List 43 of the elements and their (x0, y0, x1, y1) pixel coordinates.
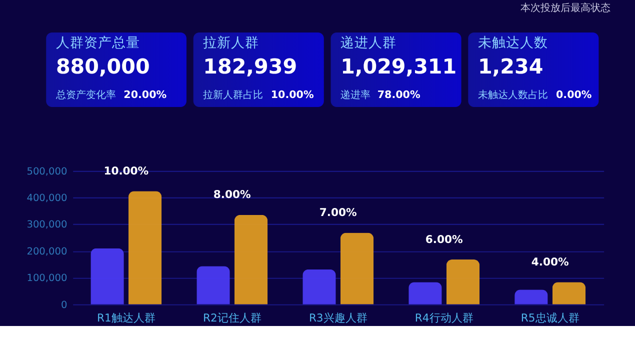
bar (90, 248, 124, 304)
annotation: 6.00% (425, 232, 463, 246)
annotation: 10.00% (104, 164, 149, 178)
y-tick-label: 300,000 (26, 220, 68, 231)
x-tick-label: R4行动人群 (414, 312, 474, 325)
bar (514, 290, 548, 304)
y-tick-label: 500,000 (26, 166, 68, 178)
y-tick-label: 200,000 (26, 246, 68, 258)
bar (128, 191, 162, 304)
annotation: 4.00% (531, 255, 569, 268)
x-tick-label: R5忠诚人群 (520, 312, 580, 325)
text: 递进率 (340, 89, 371, 102)
annotation: 7.00% (319, 206, 358, 220)
text: 未触达人数 (478, 35, 548, 52)
bar (196, 266, 230, 304)
annotation: 8.00% (213, 188, 252, 202)
text: 拉新人群 (203, 35, 260, 52)
text: 人群资产总量 (56, 35, 140, 52)
text: 拉新人群占比 (203, 89, 264, 102)
text: 1,029,311 (340, 54, 457, 79)
bar (408, 282, 442, 304)
x-tick-label: R3兴趣人群 (308, 312, 368, 325)
text: 未触达人数占比 (478, 89, 548, 102)
text: 182,939 (203, 54, 298, 79)
y-tick-label: 0 (60, 300, 68, 311)
text: 78.00% (377, 89, 420, 102)
bar (302, 269, 336, 304)
text: 20.00% (124, 89, 167, 102)
text: 递进人群 (340, 35, 397, 52)
text: 0.00% (556, 89, 592, 102)
bar (446, 259, 480, 304)
y-tick-label: 100,000 (26, 273, 68, 284)
bar (234, 214, 268, 304)
text: 本次投放后最高状态 (520, 2, 610, 14)
bar (340, 232, 374, 304)
x-tick-label: R2记住人群 (202, 312, 262, 325)
text: 总资产变化率 (54, 89, 116, 102)
bar (552, 282, 586, 304)
text: 1,234 (478, 54, 544, 79)
text: 10.00% (270, 89, 314, 102)
x-tick-label: R1触达人群 (96, 312, 156, 325)
y-tick-label: 400,000 (26, 192, 68, 204)
text: 880,000 (56, 54, 150, 79)
